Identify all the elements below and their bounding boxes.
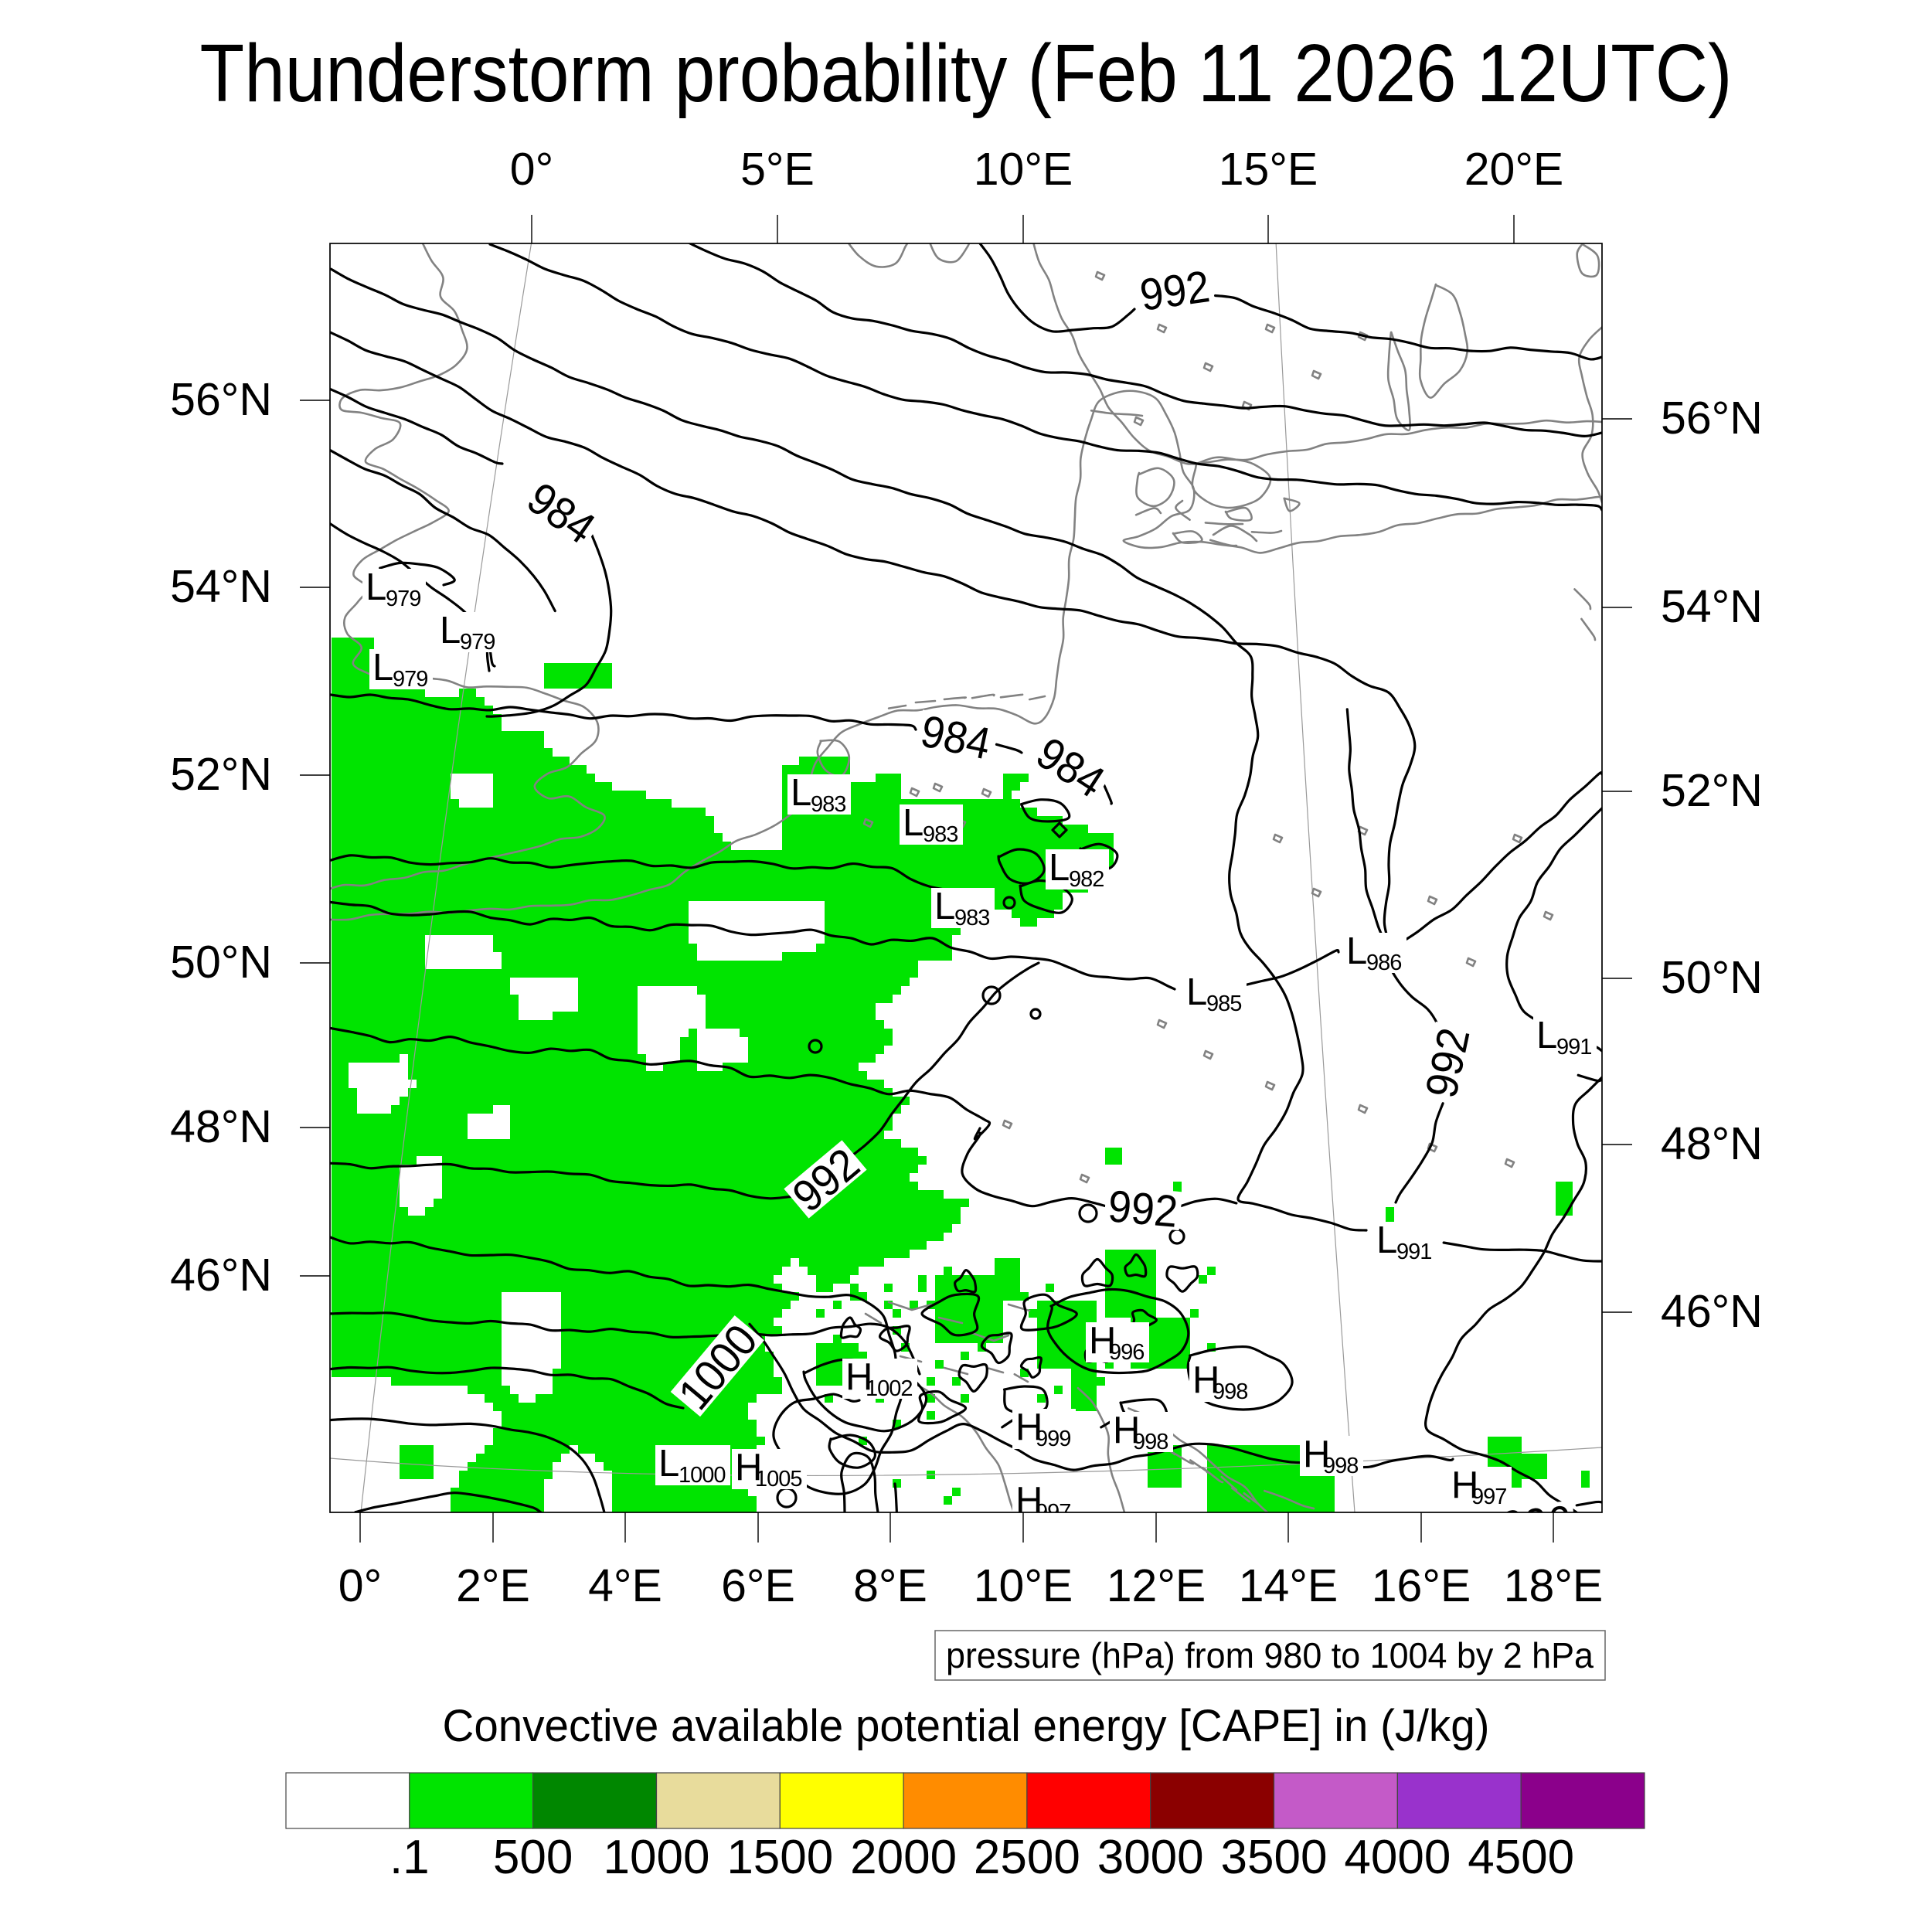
- svg-text:4°E: 4°E: [588, 1560, 662, 1611]
- svg-text:6°E: 6°E: [721, 1560, 795, 1611]
- svg-text:1005: 1005: [755, 1467, 802, 1492]
- svg-text:12°E: 12°E: [1107, 1560, 1206, 1611]
- svg-text:50°N: 50°N: [1661, 952, 1763, 1003]
- svg-text:998: 998: [1323, 1454, 1358, 1478]
- svg-text:18°E: 18°E: [1504, 1560, 1604, 1611]
- svg-text:979: 979: [393, 667, 427, 692]
- svg-text:979: 979: [386, 587, 420, 611]
- svg-text:52°N: 52°N: [170, 749, 272, 800]
- svg-text:L: L: [658, 1443, 679, 1485]
- svg-text:Thunderstorm probability (Feb: Thunderstorm probability (Feb 11 2026 12…: [200, 28, 1733, 119]
- svg-text:997: 997: [1036, 1500, 1070, 1525]
- svg-text:998: 998: [1133, 1430, 1168, 1454]
- svg-text:56°N: 56°N: [1661, 393, 1763, 444]
- svg-text:996: 996: [1499, 1496, 1573, 1553]
- svg-text:5°E: 5°E: [740, 144, 815, 195]
- svg-text:H: H: [1089, 1320, 1116, 1362]
- svg-text:54°N: 54°N: [1661, 581, 1763, 632]
- svg-text:L: L: [791, 772, 811, 814]
- svg-text:.1: .1: [389, 1831, 430, 1884]
- svg-text:983: 983: [923, 822, 957, 847]
- svg-text:L: L: [903, 802, 923, 844]
- svg-text:L: L: [366, 566, 386, 608]
- svg-text:H: H: [1015, 1406, 1043, 1448]
- svg-text:2°E: 2°E: [456, 1560, 530, 1611]
- svg-text:L: L: [1049, 847, 1070, 889]
- svg-text:L: L: [1536, 1015, 1557, 1056]
- svg-text:L: L: [372, 647, 393, 689]
- svg-text:54°N: 54°N: [170, 561, 272, 612]
- svg-text:3500: 3500: [1221, 1831, 1328, 1884]
- svg-text:4500: 4500: [1468, 1831, 1574, 1884]
- svg-text:2000: 2000: [850, 1831, 957, 1884]
- svg-text:0°: 0°: [338, 1560, 382, 1611]
- svg-text:48°N: 48°N: [170, 1101, 272, 1152]
- svg-text:979: 979: [460, 630, 495, 655]
- svg-text:H: H: [1113, 1410, 1140, 1451]
- svg-text:998: 998: [1213, 1379, 1247, 1404]
- svg-text:20°E: 20°E: [1464, 144, 1564, 195]
- svg-text:48°N: 48°N: [1661, 1118, 1763, 1169]
- svg-text:2500: 2500: [974, 1831, 1080, 1884]
- svg-text:992: 992: [1137, 261, 1213, 321]
- svg-text:16°E: 16°E: [1372, 1560, 1471, 1611]
- svg-text:14°E: 14°E: [1239, 1560, 1338, 1611]
- svg-text:996: 996: [1109, 1340, 1144, 1365]
- svg-text:H: H: [845, 1356, 872, 1398]
- svg-text:H: H: [1451, 1464, 1478, 1506]
- svg-text:Convective available potential: Convective available potential energy [C…: [443, 1701, 1490, 1751]
- svg-text:46°N: 46°N: [1661, 1286, 1763, 1337]
- svg-text:L: L: [934, 886, 955, 927]
- svg-text:991: 991: [1556, 1035, 1591, 1060]
- svg-text:52°N: 52°N: [1661, 765, 1763, 816]
- svg-text:999: 999: [1036, 1427, 1070, 1451]
- svg-text:1500: 1500: [726, 1831, 833, 1884]
- svg-text:46°N: 46°N: [170, 1250, 272, 1301]
- svg-text:500: 500: [493, 1831, 573, 1884]
- svg-text:3000: 3000: [1097, 1831, 1204, 1884]
- svg-text:1000: 1000: [679, 1463, 726, 1488]
- svg-text:L: L: [440, 610, 461, 651]
- svg-text:991: 991: [1396, 1240, 1431, 1264]
- svg-text:983: 983: [811, 792, 845, 817]
- svg-text:1002: 1002: [866, 1376, 913, 1401]
- svg-text:L: L: [1346, 930, 1367, 972]
- svg-text:56°N: 56°N: [170, 374, 272, 425]
- svg-text:pressure (hPa) from 980 to 100: pressure (hPa) from 980 to 1004 by 2 hPa: [946, 1635, 1594, 1675]
- svg-text:986: 986: [1366, 951, 1401, 975]
- svg-text:985: 985: [1206, 992, 1241, 1016]
- svg-text:8°E: 8°E: [853, 1560, 927, 1611]
- svg-text:H: H: [1015, 1480, 1043, 1522]
- svg-text:992: 992: [1106, 1181, 1179, 1237]
- svg-text:983: 983: [954, 906, 989, 930]
- svg-text:10°E: 10°E: [974, 1560, 1073, 1611]
- svg-text:H: H: [735, 1447, 762, 1488]
- svg-text:15°E: 15°E: [1219, 144, 1318, 195]
- svg-text:50°N: 50°N: [170, 937, 272, 988]
- svg-text:1000: 1000: [604, 1831, 710, 1884]
- svg-text:0°: 0°: [510, 144, 553, 195]
- svg-text:4000: 4000: [1344, 1831, 1451, 1884]
- svg-text:H: H: [1303, 1434, 1330, 1475]
- svg-text:10°E: 10°E: [974, 144, 1073, 195]
- svg-text:L: L: [1376, 1219, 1397, 1261]
- svg-text:H: H: [1192, 1359, 1219, 1401]
- svg-text:997: 997: [1471, 1485, 1506, 1509]
- svg-text:982: 982: [1069, 867, 1104, 892]
- svg-text:L: L: [1186, 971, 1207, 1013]
